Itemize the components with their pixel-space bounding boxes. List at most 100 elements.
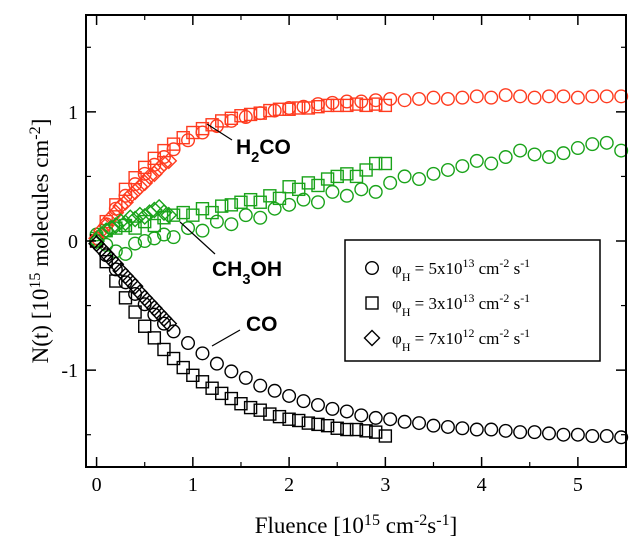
point [368, 410, 383, 425]
point [339, 404, 354, 419]
text-part: s [509, 294, 520, 313]
point [359, 424, 373, 438]
point [412, 91, 427, 106]
text-part: = 5x10 [410, 259, 462, 278]
text-part: cm [380, 513, 414, 538]
point [156, 227, 171, 242]
text-part: = 3x10 [410, 294, 462, 313]
annotation: H2CO [236, 136, 291, 166]
text-part: 15 [364, 512, 380, 529]
text-part: φ [392, 259, 402, 278]
point [109, 198, 123, 212]
point [234, 109, 248, 123]
point [330, 421, 344, 435]
point [614, 143, 629, 158]
point [195, 202, 210, 216]
point [340, 98, 354, 113]
point [556, 427, 571, 442]
point [145, 165, 163, 183]
point [320, 172, 335, 186]
point [147, 151, 162, 166]
point [155, 155, 173, 173]
legend-marker [365, 296, 379, 310]
point [369, 425, 383, 439]
point [145, 201, 163, 219]
text-part: -2 [499, 256, 509, 270]
point [253, 403, 267, 417]
point [166, 324, 181, 339]
x-tick-label: 2 [284, 474, 294, 496]
point [224, 217, 239, 232]
text-part: H [236, 136, 251, 159]
point [513, 143, 528, 158]
point [311, 99, 325, 114]
y-tick-label: 0 [68, 231, 78, 253]
point [469, 422, 484, 437]
text-part: 13 [463, 291, 475, 305]
point [243, 400, 258, 415]
point [513, 425, 528, 440]
point [440, 419, 455, 434]
point [426, 90, 441, 105]
point [541, 150, 556, 165]
point [126, 210, 144, 228]
y-tick-label: 1 [68, 102, 78, 124]
text-part: cm [474, 329, 499, 348]
point [320, 98, 335, 113]
point [599, 135, 614, 150]
x-tick-label: 5 [573, 474, 583, 496]
point [349, 422, 364, 437]
text-part: H [402, 305, 411, 319]
point [369, 97, 383, 111]
point [209, 214, 224, 229]
text-part: 12 [463, 326, 475, 340]
point [369, 156, 383, 171]
point [107, 204, 125, 222]
point [378, 98, 393, 113]
x-tick-label: 4 [477, 474, 487, 496]
point [282, 102, 296, 116]
point [238, 110, 253, 125]
point [282, 388, 297, 403]
point [469, 89, 484, 104]
point [541, 426, 556, 441]
point [243, 107, 258, 122]
text-part: -1 [520, 291, 530, 305]
point [585, 429, 600, 444]
point [195, 346, 210, 361]
point [224, 198, 239, 212]
point [147, 218, 162, 233]
legend-label: φH = 7x1012 cm-2 s-1 [392, 326, 530, 354]
point [282, 180, 296, 194]
point [412, 416, 427, 431]
text-part: cm [474, 259, 499, 278]
text-part: CO [246, 313, 278, 336]
point [378, 429, 393, 443]
point [131, 178, 149, 196]
point [166, 208, 181, 222]
point [234, 397, 248, 411]
point [498, 150, 513, 165]
point [383, 175, 398, 190]
point [88, 232, 106, 250]
point [310, 398, 325, 413]
point [354, 94, 369, 109]
text-part: s [509, 329, 520, 348]
point [147, 331, 162, 345]
point [126, 277, 144, 295]
point [181, 133, 196, 148]
text-part: -1 [520, 326, 530, 340]
point [426, 418, 441, 433]
text-part: OH [251, 258, 283, 281]
point [166, 230, 181, 245]
point [311, 417, 325, 432]
point [267, 383, 282, 398]
point [224, 391, 239, 406]
point [397, 414, 412, 429]
point [263, 407, 277, 421]
y-tick-label: -1 [61, 360, 78, 382]
text-part: N(t) [10 [28, 289, 53, 364]
point [112, 213, 130, 231]
text-part: Fluence [10 [255, 513, 364, 538]
point [156, 316, 171, 331]
